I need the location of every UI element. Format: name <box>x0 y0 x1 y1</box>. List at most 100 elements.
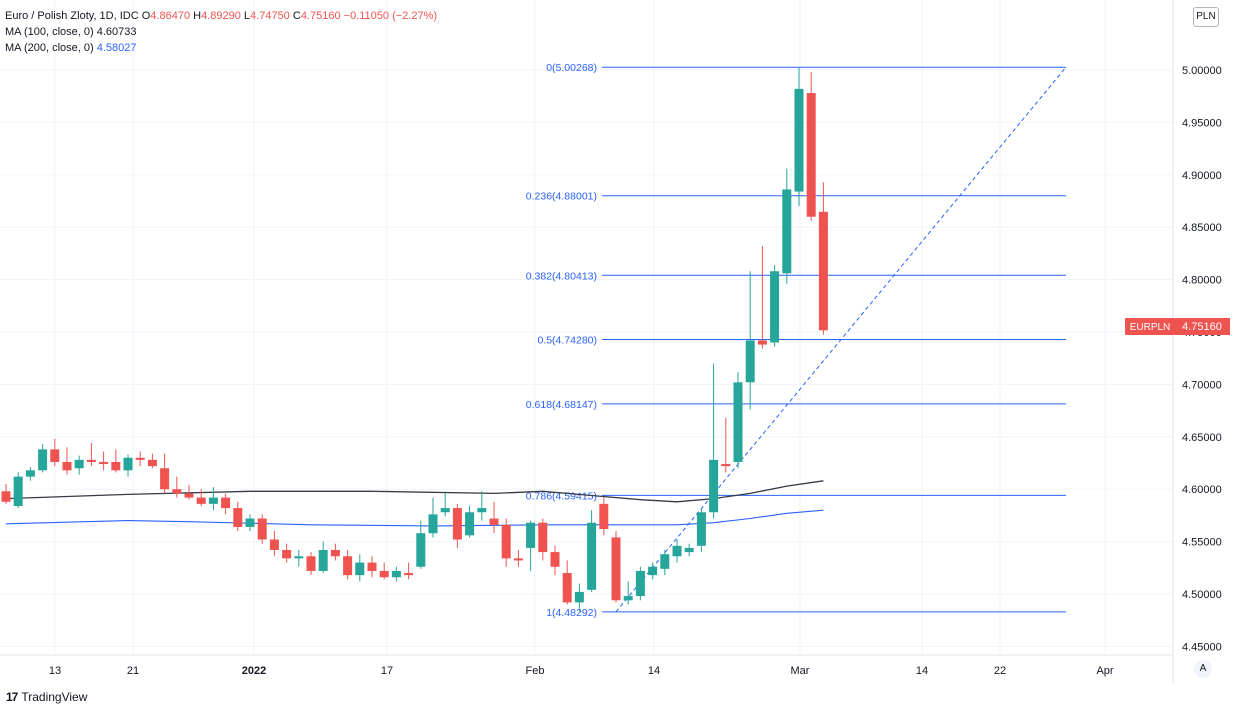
candle-down <box>538 518 548 561</box>
y-tick-label: 4.65000 <box>1182 432 1222 444</box>
candle-down <box>184 485 194 500</box>
candle-down <box>562 560 572 605</box>
currency-badge[interactable]: PLN <box>1193 7 1219 27</box>
candle-body <box>526 522 536 548</box>
candle-down <box>282 543 292 563</box>
candle-body <box>1 491 11 502</box>
candle-body <box>660 554 670 569</box>
candle-down <box>599 497 609 536</box>
candle-up <box>782 168 792 284</box>
y-tick-label: 4.45000 <box>1182 641 1222 653</box>
y-tick-label: 4.60000 <box>1182 484 1222 496</box>
candle-down <box>367 556 377 578</box>
candle-body <box>111 461 121 471</box>
ma200-line <box>5 509 824 527</box>
y-tick-label: 4.85000 <box>1182 222 1222 234</box>
candle-down <box>818 182 828 335</box>
ma100-line <box>5 480 824 503</box>
fib-level-label: 0.786(4.59415) <box>526 490 597 502</box>
candle-down <box>489 501 499 534</box>
candle-body <box>233 508 243 527</box>
candle-up <box>660 549 670 576</box>
candle-body <box>330 549 340 557</box>
candle-down <box>330 543 340 561</box>
candle-down <box>721 417 731 473</box>
candle-body <box>257 518 267 540</box>
candle-down <box>501 518 511 567</box>
candle-body <box>221 497 231 509</box>
candle-body <box>428 514 438 534</box>
candle-down <box>306 552 316 576</box>
candle-body <box>757 340 767 345</box>
x-tick-label: Apr <box>1096 665 1113 677</box>
legend-ma200-value: 4.58027 <box>96 42 137 54</box>
y-tick-label: 4.80000 <box>1182 275 1222 287</box>
candle-up <box>477 491 487 521</box>
candle-down <box>452 503 462 548</box>
candle-body <box>391 570 401 578</box>
candle-up <box>440 493 450 517</box>
fib-trend-line[interactable] <box>615 66 1067 613</box>
candle-body <box>721 464 731 467</box>
candle-up <box>74 455 84 475</box>
brand-name: TradingView <box>21 690 88 704</box>
candle-body <box>513 558 523 561</box>
candle-body <box>50 449 60 462</box>
candle-up <box>465 505 475 538</box>
fib-retracement[interactable]: 0(5.00268) 0.236(4.88001) 0.382(4.80413) 0.… <box>526 62 1067 619</box>
candle-down <box>806 72 816 221</box>
candle-body <box>623 596 633 601</box>
fib-level-label: 0.236(4.88001) <box>526 191 597 203</box>
candle-body <box>282 549 292 559</box>
candle-up <box>672 539 682 563</box>
candle-body <box>160 468 170 490</box>
fib-level-label: 1(4.48292) <box>546 607 597 619</box>
candle-up <box>794 67 804 207</box>
candle-body <box>465 512 475 536</box>
candle-down <box>50 438 60 467</box>
candle-down <box>343 549 353 580</box>
candle-body <box>184 493 194 498</box>
legend-ma100-row[interactable]: MA (100, close, 0) 4.60733 <box>5 24 437 40</box>
legend-ma200-row[interactable]: MA (200, close, 0) 4.58027 <box>5 40 437 56</box>
y-tick-label: 4.50000 <box>1182 589 1222 601</box>
x-tick-label: 14 <box>648 665 660 677</box>
tradingview-brand[interactable]: 17 TradingView <box>6 690 87 704</box>
candles <box>1 67 828 612</box>
tradingview-logo-icon: 17 <box>6 690 18 704</box>
candle-down <box>111 449 121 473</box>
y-axis-ticks: 4.45000 4.50000 4.55000 4.60000 4.65000 4.700… <box>1182 65 1222 653</box>
candle-down <box>62 447 72 475</box>
price-tag: EURPLN 4.75160 <box>1125 318 1230 335</box>
candle-up <box>648 562 658 580</box>
legend-ohlc-row: Euro / Polish Zloty, 1D, IDC O4.86470 H4… <box>5 8 437 24</box>
candle-down <box>147 453 157 469</box>
auto-scale-button[interactable]: A <box>1194 660 1212 678</box>
candle-up <box>245 514 255 532</box>
candle-down <box>172 476 182 498</box>
candle-body <box>452 508 462 540</box>
candle-body <box>343 556 353 576</box>
candle-body <box>587 522 597 590</box>
candle-body <box>306 556 316 571</box>
candle-up <box>416 520 426 569</box>
candle-body <box>684 547 694 553</box>
candle-down <box>257 514 267 544</box>
y-tick-label: 4.90000 <box>1182 170 1222 182</box>
fib-level-label: 0.382(4.80413) <box>526 270 597 282</box>
candle-body <box>538 522 548 553</box>
candle-up <box>25 467 35 481</box>
candle-body <box>696 512 706 546</box>
candle-down <box>379 562 389 580</box>
candle-body <box>709 459 719 513</box>
candle-body <box>13 476 23 506</box>
x-tick-label: 14 <box>916 665 928 677</box>
candle-body <box>501 524 511 559</box>
candle-down <box>135 451 145 467</box>
candle-down <box>513 549 523 567</box>
candle-up <box>587 510 597 592</box>
x-tick-label: 22 <box>994 665 1006 677</box>
legend-close: 4.75160 <box>300 10 341 22</box>
candle-up <box>123 454 133 477</box>
